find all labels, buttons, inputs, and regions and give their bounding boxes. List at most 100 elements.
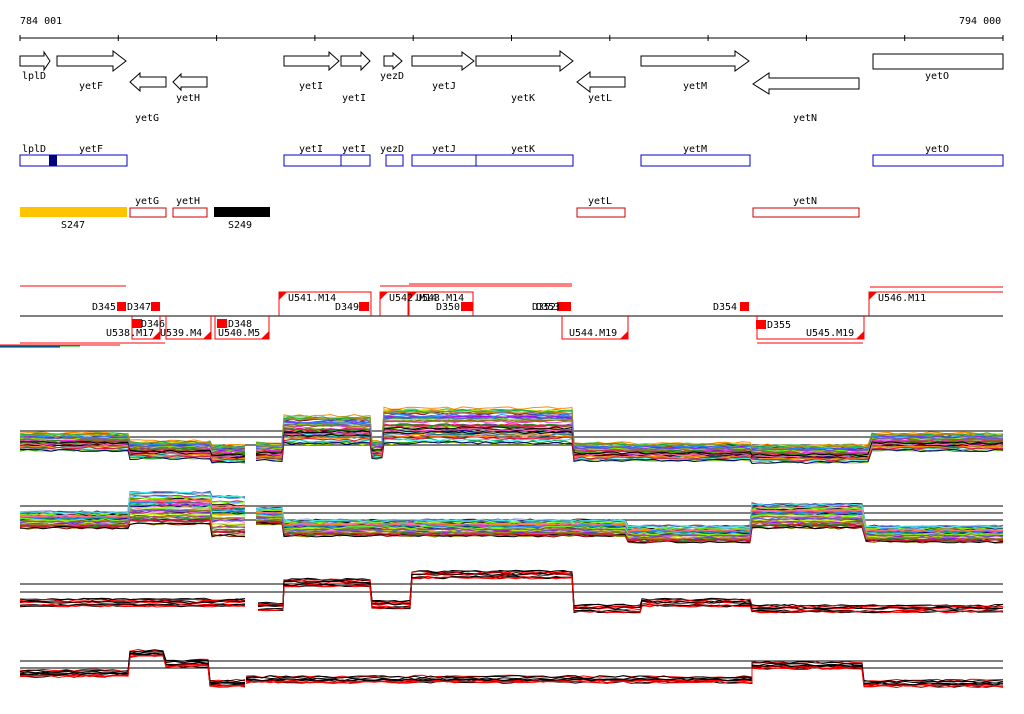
- feature-label: D353: [536, 302, 560, 313]
- expression-trace: [19, 491, 1004, 529]
- gene-label: yetL: [588, 93, 612, 104]
- expression-trace: [19, 436, 1004, 462]
- expression-trace: [19, 572, 1004, 610]
- feature-label: U543.M14: [416, 293, 464, 304]
- feature-label: U545.M19: [806, 328, 854, 339]
- ruler-end-label: 794 000: [959, 16, 1001, 27]
- gene-box[interactable]: [872, 53, 1004, 70]
- gene-label: yetI: [342, 93, 366, 104]
- expression-trace: [19, 570, 1004, 609]
- product-box[interactable]: [752, 207, 860, 218]
- cds-label: yetI: [299, 144, 323, 155]
- cds-label: yetF: [79, 144, 103, 155]
- gene-arrow[interactable]: [640, 50, 750, 72]
- expression-trace: [19, 575, 1004, 614]
- cds-label: yezD: [380, 144, 404, 155]
- feature-label: D349: [335, 302, 359, 313]
- expression-trace: [20, 410, 1004, 449]
- gene-arrow[interactable]: [56, 49, 127, 73]
- product-bar-orange[interactable]: [20, 207, 127, 217]
- product-label: yetL: [588, 196, 612, 207]
- gene-label: yetK: [511, 93, 535, 104]
- feature-label: U541.M14: [288, 293, 336, 304]
- cds-label: lplD: [22, 144, 46, 155]
- expression-trace: [19, 653, 1004, 686]
- gene-arrow[interactable]: [283, 50, 340, 72]
- gene-arrow[interactable]: [129, 71, 167, 93]
- expression-trace: [19, 501, 1004, 534]
- gene-arrow[interactable]: [752, 72, 860, 95]
- gene-label: yetH: [176, 93, 200, 104]
- expression-trace: [19, 509, 1004, 538]
- gene-label: yezD: [380, 71, 404, 82]
- feature-label: U540.M5: [218, 328, 260, 339]
- coordinate-ruler: 784 001 794 000: [19, 16, 1004, 41]
- cds-box[interactable]: [640, 154, 751, 167]
- expression-trace: [19, 649, 1004, 683]
- feature-label: D352: [532, 302, 556, 313]
- feature-label: D348: [228, 319, 252, 330]
- gene-arrow[interactable]: [340, 50, 371, 72]
- gene-label: yetJ: [432, 81, 456, 92]
- product-label: S247: [61, 220, 85, 231]
- feature-label: U539.M4: [160, 328, 202, 339]
- product-label: yetH: [176, 196, 200, 207]
- gene-arrow[interactable]: [576, 70, 626, 94]
- expression-trace: [19, 655, 1004, 689]
- feature-label: U542.M14: [389, 293, 437, 304]
- cds-box[interactable]: [411, 154, 574, 167]
- gene-arrow[interactable]: [383, 51, 403, 71]
- gene-label: yetI: [299, 81, 323, 92]
- gene-arrow[interactable]: [172, 72, 208, 92]
- cds-box[interactable]: [872, 154, 1004, 167]
- gene-arrow[interactable]: [19, 50, 51, 72]
- feature-label: D345: [92, 302, 116, 313]
- cds-box[interactable]: [19, 154, 128, 167]
- gene-label: yetN: [793, 113, 817, 124]
- feature-label: D354: [713, 302, 737, 313]
- gene-label: lplD: [22, 71, 46, 82]
- product-box[interactable]: [576, 207, 626, 218]
- feature-label: D350: [436, 302, 460, 313]
- gene-label: yetO: [925, 71, 949, 82]
- cds-label: yetM: [683, 144, 707, 155]
- feature-label: D355: [767, 320, 791, 331]
- expression-trace: [20, 519, 1004, 543]
- ruler-start-label: 784 001: [20, 16, 62, 27]
- expression-trace: [20, 441, 1004, 465]
- product-label: yetN: [793, 196, 817, 207]
- gene-arrow[interactable]: [411, 51, 475, 71]
- feature-label: U538.M17: [106, 328, 154, 339]
- cds-box[interactable]: [283, 154, 371, 167]
- cds-box[interactable]: [385, 154, 404, 167]
- product-bar-black[interactable]: [214, 207, 270, 217]
- gene-label: yetF: [79, 81, 103, 92]
- expression-trace: [19, 514, 1004, 540]
- cds-label: yetK: [511, 144, 535, 155]
- feature-label: D346: [141, 319, 165, 330]
- product-track: S247 S249 yetG yetH yetL yetN: [20, 196, 860, 231]
- product-label: yetG: [135, 196, 159, 207]
- product-box[interactable]: [129, 207, 167, 218]
- cds-label: yetJ: [432, 144, 456, 155]
- ruler-ticks: [19, 35, 1004, 41]
- expression-trace: [19, 569, 1004, 608]
- gene-track: lplD yetF yetG yetH yetI yetI yezD yetJ …: [19, 49, 1004, 124]
- product-label: S249: [228, 220, 252, 231]
- gene-arrow[interactable]: [475, 49, 574, 73]
- expression-panel-multicolor-2: [19, 490, 1004, 544]
- feature-label: U544.M19: [569, 328, 617, 339]
- expression-trace: [19, 416, 1004, 452]
- expression-trace: [20, 426, 1004, 457]
- cds-label: yetI: [342, 144, 366, 155]
- expression-panel-black-red-2: [19, 648, 1004, 689]
- cds-label: yetO: [925, 144, 949, 155]
- expression-panel-black-red-1: [19, 569, 1004, 614]
- expression-trace: [19, 505, 1004, 536]
- gene-label: yetM: [683, 81, 707, 92]
- product-box[interactable]: [172, 207, 208, 218]
- cds-mark: [49, 155, 57, 166]
- feature-track: D345 D347 U541.M14 D349 U542.M14 U543.M1…: [0, 283, 1003, 348]
- cds-track: lplD yetF yetI yetI yezD yetJ yetK yetM …: [19, 144, 1004, 167]
